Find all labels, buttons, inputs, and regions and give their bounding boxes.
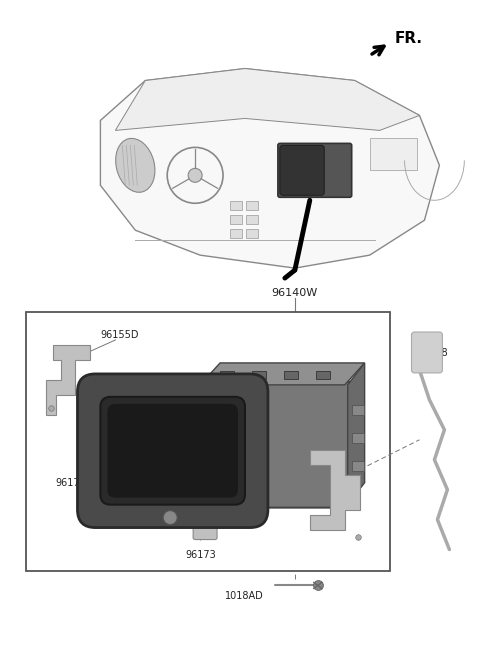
Bar bbox=[25, 312, 390, 571]
Bar bbox=[246, 201, 258, 211]
Polygon shape bbox=[200, 363, 365, 385]
Text: 96198: 96198 bbox=[418, 348, 448, 358]
FancyBboxPatch shape bbox=[278, 144, 352, 197]
FancyBboxPatch shape bbox=[100, 397, 245, 504]
FancyBboxPatch shape bbox=[411, 332, 443, 373]
FancyBboxPatch shape bbox=[192, 382, 353, 508]
FancyBboxPatch shape bbox=[108, 404, 238, 498]
Bar bbox=[284, 371, 298, 379]
Text: 96155E: 96155E bbox=[310, 432, 347, 441]
Bar bbox=[246, 215, 258, 224]
Text: 96140W: 96140W bbox=[272, 288, 318, 298]
Bar bbox=[316, 371, 330, 379]
Bar bbox=[252, 371, 266, 379]
FancyBboxPatch shape bbox=[280, 146, 324, 195]
Ellipse shape bbox=[116, 138, 155, 192]
Text: 96155D: 96155D bbox=[100, 330, 139, 340]
Bar bbox=[220, 371, 234, 379]
Bar bbox=[230, 229, 242, 238]
Text: 1018AD: 1018AD bbox=[225, 592, 264, 602]
Bar bbox=[230, 215, 242, 224]
Polygon shape bbox=[115, 68, 420, 131]
Bar bbox=[370, 138, 418, 171]
FancyBboxPatch shape bbox=[77, 374, 268, 527]
Text: 96173: 96173 bbox=[56, 478, 86, 487]
Bar bbox=[352, 433, 364, 443]
FancyBboxPatch shape bbox=[193, 518, 217, 539]
Polygon shape bbox=[348, 363, 365, 504]
Bar bbox=[246, 229, 258, 238]
Text: 96173: 96173 bbox=[185, 550, 216, 560]
Bar bbox=[230, 201, 242, 211]
FancyBboxPatch shape bbox=[78, 445, 102, 468]
Circle shape bbox=[188, 169, 202, 182]
Polygon shape bbox=[46, 345, 90, 415]
Polygon shape bbox=[310, 450, 360, 529]
Circle shape bbox=[163, 510, 177, 525]
Bar bbox=[352, 461, 364, 471]
Polygon shape bbox=[100, 68, 439, 268]
Bar bbox=[352, 405, 364, 415]
Text: FR.: FR. bbox=[395, 31, 422, 46]
